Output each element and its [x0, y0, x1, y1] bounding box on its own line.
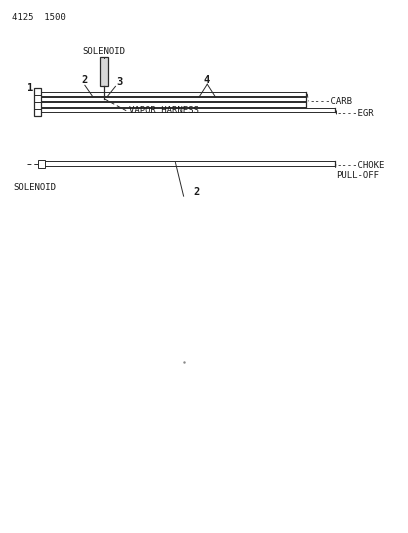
- Text: SOLENOID: SOLENOID: [13, 183, 56, 192]
- Text: 3: 3: [116, 77, 122, 87]
- Bar: [34, 88, 41, 116]
- Text: VAPOR HARNESS: VAPOR HARNESS: [129, 107, 198, 115]
- Text: 2: 2: [82, 75, 88, 85]
- Text: 2: 2: [194, 187, 200, 197]
- Text: 4125  1500: 4125 1500: [12, 13, 66, 22]
- Bar: [100, 57, 108, 86]
- Text: 4: 4: [204, 75, 210, 85]
- Text: ----CHOKE
PULL-OFF: ----CHOKE PULL-OFF: [337, 161, 385, 180]
- Text: ----CARB: ----CARB: [309, 97, 352, 106]
- Bar: [38, 160, 45, 168]
- Text: SOLENOID: SOLENOID: [82, 47, 126, 56]
- Text: ----EGR: ----EGR: [337, 109, 374, 118]
- Text: 1: 1: [27, 83, 33, 93]
